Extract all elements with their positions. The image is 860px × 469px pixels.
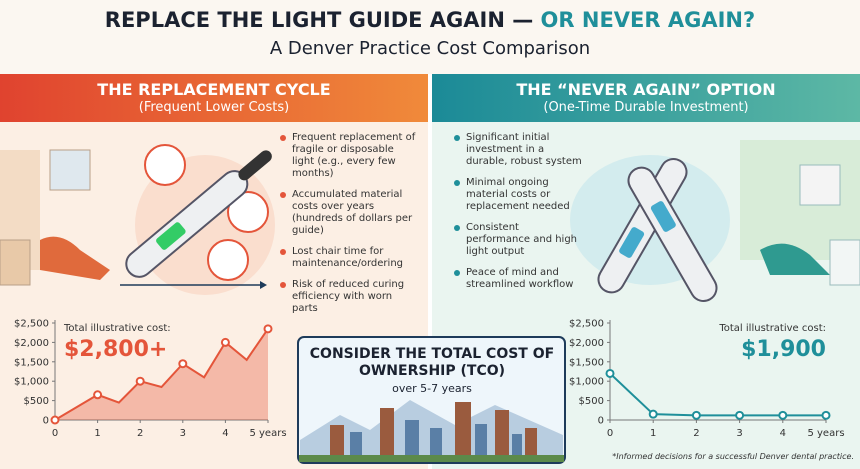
bullet: Lost chair time for maintenance/ordering [280,246,418,270]
x-tick-label: 0 [52,428,58,439]
point [821,410,831,420]
point [263,324,273,334]
x-tick-label: 3 [180,428,186,439]
point [93,390,103,400]
right-title: THE “NEVER AGAIN” OPTION [516,80,776,99]
y-tick-label: $1,000 [569,377,604,388]
x-tick-label: 4 [780,428,786,439]
x-tick-label: 4 [222,428,228,439]
x-tick-label: 2 [137,428,143,439]
bullet: Peace of mind and streamlined workflow [454,267,582,291]
point [50,415,60,425]
y-tick-label: $1,500 [569,357,604,368]
footnote: *Informed decisions for a successful Den… [612,452,854,461]
point [778,410,788,420]
left-title: THE REPLACEMENT CYCLE [97,80,331,99]
total-cost: $2,800+ [64,337,167,362]
y-tick-label: $1,000 [14,377,49,388]
point [735,410,745,420]
left-subtitle: (Frequent Lower Costs) [138,100,290,115]
title-end: OR NEVER AGAIN? [540,8,756,32]
y-tick-label: $2,000 [569,338,604,349]
x-tick-label: 1 [650,428,656,439]
annotation: Total illustrative cost: [718,323,826,334]
point [691,410,701,420]
y-tick-label: $500 [579,396,604,407]
y-tick-label: $2,500 [569,319,604,330]
subtitle: A Denver Practice Cost Comparison [269,38,591,59]
line [609,372,826,417]
point [178,359,188,369]
x-tick-label: 1 [94,428,100,439]
center-subtitle: over 5-7 years [392,382,472,395]
left-bullets: Frequent replacement of fragile or dispo… [280,132,418,324]
total-cost: $1,900 [741,337,826,362]
bullet: Frequent replacement of fragile or dispo… [280,132,418,180]
bullet: Significant initial investment in a dura… [454,132,582,168]
x-tick-label: 2 [693,428,699,439]
bullet: Risk of reduced curing efficiency with w… [280,279,418,315]
point [648,409,658,419]
y-tick-label: $2,000 [14,338,49,349]
point [220,337,230,347]
area [55,328,268,420]
x-tick-label: 0 [607,428,613,439]
y-tick-label: 0 [598,416,604,427]
x-tick-label: 5 years [807,428,844,439]
bullet: Minimal ongoing material costs or replac… [454,177,582,213]
center-title: CONSIDER THE TOTAL COST OF OWNERSHIP (TC… [309,346,555,379]
y-tick-label: $1,500 [14,357,49,368]
right-subtitle: (One-Time Durable Investment) [543,100,749,115]
line [54,328,269,421]
bullet: Accumulated material costs over years (h… [280,189,418,237]
y-tick-label: 0 [43,416,49,427]
title-start: REPLACE THE LIGHT GUIDE AGAIN — [104,8,534,32]
point [605,368,615,378]
y-tick-label: $500 [24,396,49,407]
annotation: Total illustrative cost: [63,323,171,334]
x-tick-label: 5 years [249,428,286,439]
right-bullets: Significant initial investment in a dura… [454,132,582,300]
bullet: Consistent performance and high light ou… [454,222,582,258]
y-tick-label: $2,500 [14,319,49,330]
title: REPLACE THE LIGHT GUIDE AGAIN — OR NEVER… [0,8,860,32]
x-tick-label: 3 [736,428,742,439]
point [135,376,145,386]
